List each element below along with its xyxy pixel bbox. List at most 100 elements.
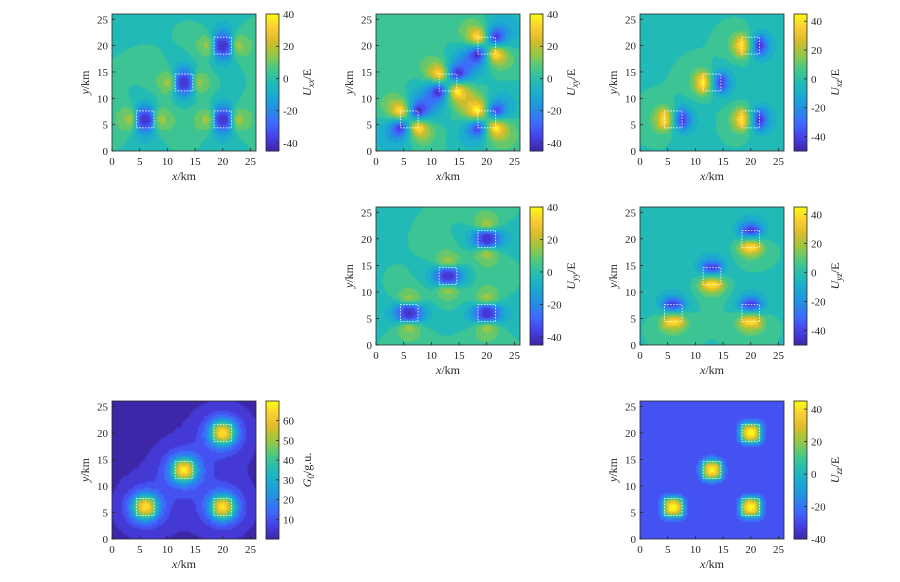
colorbar-segment xyxy=(530,289,543,294)
x-tick-label: 15 xyxy=(454,156,466,168)
y-tick-label: 5 xyxy=(103,507,109,519)
x-tick-label: 10 xyxy=(690,544,702,556)
y-tick-label: 25 xyxy=(97,14,109,26)
heatmap-uyz xyxy=(640,207,784,345)
colorbar-segment xyxy=(266,96,279,101)
colorbar-segment xyxy=(794,234,807,239)
colorbar-segment xyxy=(794,265,807,270)
colorbar-tick-label: 40 xyxy=(811,404,823,416)
colorbar-tick-label: -20 xyxy=(547,106,562,118)
colorbar-segment xyxy=(530,68,543,73)
colorbar-label: Uyz/E xyxy=(828,263,844,290)
colorbar-segment xyxy=(794,72,807,77)
colorbar-segment xyxy=(266,456,279,461)
colorbar-segment xyxy=(266,459,279,464)
colorbar-segment xyxy=(794,137,807,142)
colorbar-segment xyxy=(794,449,807,454)
x-axis-label: x/km xyxy=(435,363,461,377)
y-axis-label: y/km xyxy=(606,263,620,289)
colorbar-tick-label: 20 xyxy=(283,41,295,53)
colorbar-segment xyxy=(794,99,807,104)
colorbar-segment xyxy=(794,31,807,36)
colorbar-segment xyxy=(794,338,807,343)
colorbar-tick-label: -40 xyxy=(811,325,826,337)
colorbar-segment xyxy=(794,421,807,426)
colorbar-segment xyxy=(266,144,279,149)
colorbar-segment xyxy=(530,113,543,118)
colorbar-frame xyxy=(265,400,280,540)
colorbar-frame xyxy=(793,13,808,152)
x-tick-label: 20 xyxy=(481,156,493,168)
colorbar-segment xyxy=(794,120,807,125)
colorbar-segment xyxy=(794,276,807,280)
x-tick-label: 15 xyxy=(718,350,730,362)
colorbar-segment xyxy=(794,452,807,457)
x-tick-label: 20 xyxy=(481,350,493,362)
colorbar-segment xyxy=(266,494,279,499)
x-tick-label: 10 xyxy=(162,544,174,556)
colorbar-segment xyxy=(794,109,807,114)
y-tick-label: 25 xyxy=(361,207,373,219)
heatmap-uyy xyxy=(376,207,520,345)
source-marker-2 xyxy=(741,36,761,55)
colorbar-segment xyxy=(794,123,807,128)
colorbar-segment xyxy=(530,17,543,22)
colorbar-segment xyxy=(266,103,279,107)
colorbar-segment xyxy=(266,521,279,526)
x-axis-label: x/km xyxy=(171,169,197,183)
colorbar-segment xyxy=(266,418,279,423)
x-tick-label: 0 xyxy=(373,156,379,168)
colorbar-segment xyxy=(794,224,807,229)
source-marker-1 xyxy=(702,73,722,92)
colorbar-segment xyxy=(794,518,807,523)
colorbar-tick-label: 20 xyxy=(811,437,823,449)
y-tick-label: 15 xyxy=(625,454,637,466)
panel-uyz: 0 5 10 15 20 25 0 5 10 15 20 25 x/km y/km 40 20 0 -20 -40 U… xyxy=(606,206,844,377)
colorbar-uxx: 40 20 0 -20 -40 Uxx/E xyxy=(265,9,316,152)
source-marker-2 xyxy=(477,229,497,248)
colorbar-uzz: 40 20 0 -20 -40 Uzz/E xyxy=(793,400,844,546)
colorbar-segment xyxy=(794,27,807,32)
colorbar-segment xyxy=(266,109,279,114)
source-marker-0 xyxy=(663,304,683,323)
colorbar-segment xyxy=(794,48,807,53)
y-tick-label: 0 xyxy=(367,340,373,352)
colorbar-segment xyxy=(530,303,543,308)
colorbar-segment xyxy=(794,79,807,83)
panel-uyy: 0 5 10 15 20 25 0 5 10 15 20 25 x/km y/km 40 20 0 -20 -40 U… xyxy=(342,202,580,377)
x-tick-label: 25 xyxy=(773,350,785,362)
colorbar-segment xyxy=(794,303,807,308)
heatmap-uxy xyxy=(376,14,520,151)
colorbar-segment xyxy=(530,51,543,56)
x-tick-label: 15 xyxy=(454,350,466,362)
colorbar-segment xyxy=(266,535,279,540)
y-tick-label: 15 xyxy=(625,260,637,272)
colorbar-segment xyxy=(266,490,279,495)
colorbar-segment xyxy=(794,207,807,211)
colorbar-segment xyxy=(794,44,807,49)
source-marker-1 xyxy=(174,73,194,92)
colorbar-segment xyxy=(530,220,543,225)
source-marker-0 xyxy=(135,110,155,129)
colorbar-segment xyxy=(266,401,279,405)
colorbar-segment xyxy=(530,234,543,239)
colorbar-segment xyxy=(794,414,807,419)
source-marker-0 xyxy=(399,110,419,129)
colorbar-segment xyxy=(266,445,279,450)
colorbar-segment xyxy=(530,79,543,83)
source-marker-1 xyxy=(438,73,458,92)
y-tick-label: 20 xyxy=(97,41,109,53)
y-tick-label: 10 xyxy=(625,93,637,105)
axes-box xyxy=(639,13,785,152)
x-tick-label: 20 xyxy=(745,156,757,168)
colorbar-segment xyxy=(266,432,279,436)
source-marker-0 xyxy=(135,498,155,517)
colorbar-segment xyxy=(794,75,807,80)
y-tick-label: 10 xyxy=(361,287,373,299)
colorbar-label: Uyy/E xyxy=(564,262,580,289)
colorbar-segment xyxy=(794,511,807,516)
x-tick-label: 10 xyxy=(162,156,174,168)
colorbar-segment xyxy=(794,262,807,267)
colorbar-segment xyxy=(530,99,543,104)
colorbar-segment xyxy=(266,113,279,118)
